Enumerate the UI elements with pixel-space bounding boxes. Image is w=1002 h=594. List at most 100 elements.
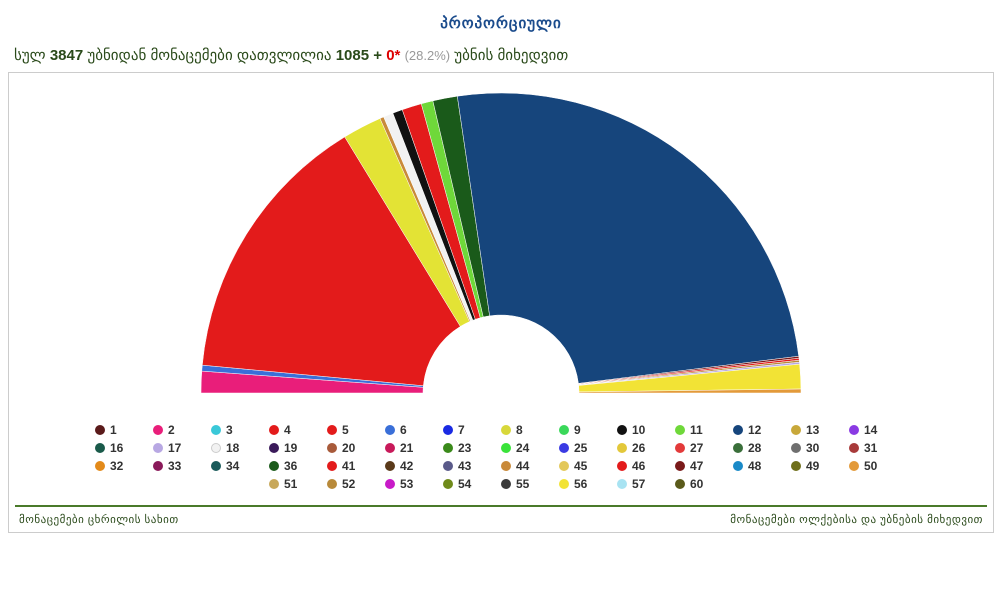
legend-item[interactable]: 18 [211,441,269,455]
legend-item[interactable]: 26 [617,441,675,455]
legend-swatch [95,443,105,453]
legend-swatch [617,443,627,453]
legend-item[interactable]: 60 [675,477,733,491]
legend-item[interactable]: 11 [675,423,733,437]
legend-swatch [675,461,685,471]
summary-star: * [395,47,401,64]
legend-label: 42 [400,459,413,473]
legend-item[interactable]: 51 [269,477,327,491]
legend-swatch [153,443,163,453]
legend-label: 10 [632,423,645,437]
legend-item[interactable]: 41 [327,459,385,473]
legend-item[interactable]: 53 [385,477,443,491]
legend-item[interactable]: 32 [95,459,153,473]
legend-item[interactable]: 56 [559,477,617,491]
legend-swatch [327,461,337,471]
legend-item[interactable]: 23 [443,441,501,455]
legend-swatch [443,479,453,489]
legend-item[interactable]: 13 [791,423,849,437]
legend-label: 7 [458,423,465,437]
legend-label: 50 [864,459,877,473]
legend-item[interactable]: 9 [559,423,617,437]
legend-label: 55 [516,477,529,491]
legend-item[interactable]: 55 [501,477,559,491]
summary-prefix: სულ [14,47,46,64]
legend-item[interactable]: 42 [385,459,443,473]
legend-label: 27 [690,441,703,455]
legend-item[interactable]: 5 [327,423,385,437]
legend-item[interactable]: 43 [443,459,501,473]
footer-right-link[interactable]: მონაცემები ოლქებისა და უბნების მიხედვით [730,513,983,526]
legend-label: 2 [168,423,175,437]
legend-item[interactable]: 44 [501,459,559,473]
legend-item[interactable]: 17 [153,441,211,455]
legend-swatch [733,461,743,471]
legend-swatch [327,479,337,489]
legend-item[interactable]: 47 [675,459,733,473]
legend-item[interactable]: 8 [501,423,559,437]
legend-item[interactable]: 1 [95,423,153,437]
legend-swatch [791,461,801,471]
legend-item[interactable]: 7 [443,423,501,437]
legend-item[interactable]: 16 [95,441,153,455]
legend-swatch [849,461,859,471]
legend-label: 11 [690,423,703,437]
legend-label: 36 [284,459,297,473]
footer-left-link[interactable]: მონაცემები ცხრილის სახით [19,513,179,526]
summary-total: 3847 [50,47,83,64]
legend-item[interactable]: 57 [617,477,675,491]
legend-swatch [791,425,801,435]
legend-item[interactable]: 31 [849,441,907,455]
legend-swatch [617,479,627,489]
legend-item[interactable]: 49 [791,459,849,473]
legend-item[interactable]: 2 [153,423,211,437]
legend-label: 47 [690,459,703,473]
legend-swatch [559,461,569,471]
legend-item[interactable]: 3 [211,423,269,437]
legend-label: 23 [458,441,471,455]
legend-label: 1 [110,423,117,437]
legend-item[interactable]: 54 [443,477,501,491]
legend-item[interactable]: 14 [849,423,907,437]
legend-label: 41 [342,459,355,473]
legend-label: 21 [400,441,413,455]
chart-wrap [15,79,987,413]
legend-label: 18 [226,441,239,455]
legend-item[interactable]: 28 [733,441,791,455]
legend-item[interactable]: 36 [269,459,327,473]
legend-item[interactable]: 46 [617,459,675,473]
semi-donut-chart [91,83,911,413]
legend-label: 25 [574,441,587,455]
legend-item[interactable]: 30 [791,441,849,455]
legend-item[interactable]: 45 [559,459,617,473]
legend-item[interactable]: 19 [269,441,327,455]
legend-item[interactable]: 21 [385,441,443,455]
legend-label: 20 [342,441,355,455]
legend-item[interactable]: 20 [327,441,385,455]
legend-swatch [269,479,279,489]
legend-label: 8 [516,423,523,437]
legend-swatch [675,443,685,453]
legend-item[interactable]: 34 [211,459,269,473]
legend-label: 4 [284,423,291,437]
legend-item[interactable]: 10 [617,423,675,437]
legend-swatch [443,443,453,453]
donut-slice[interactable] [457,93,798,383]
legend-item[interactable]: 52 [327,477,385,491]
legend-swatch [385,479,395,489]
legend-swatch [559,425,569,435]
legend-item[interactable]: 50 [849,459,907,473]
legend-item[interactable]: 24 [501,441,559,455]
legend-swatch [211,425,221,435]
legend-item[interactable]: 48 [733,459,791,473]
legend-item[interactable]: 6 [385,423,443,437]
legend-item[interactable]: 25 [559,441,617,455]
summary-suffix: უბნის მიხედვით [454,47,568,64]
legend-item[interactable]: 12 [733,423,791,437]
legend-item[interactable]: 27 [675,441,733,455]
legend-item[interactable]: 33 [153,459,211,473]
legend-swatch [675,425,685,435]
summary-counted: 1085 [336,47,369,64]
legend-label: 17 [168,441,181,455]
legend-item[interactable]: 4 [269,423,327,437]
